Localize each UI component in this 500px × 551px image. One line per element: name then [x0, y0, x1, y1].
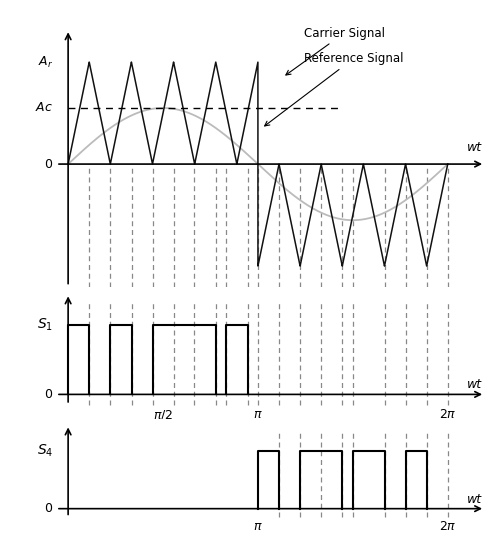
Text: wt: wt: [467, 493, 482, 506]
Text: $\pi$: $\pi$: [253, 520, 263, 533]
Text: wt: wt: [467, 141, 482, 154]
Text: $S_1$: $S_1$: [37, 317, 53, 333]
Text: $\pi$: $\pi$: [253, 408, 263, 422]
Text: $2\pi$: $2\pi$: [439, 520, 456, 533]
Text: Reference Signal: Reference Signal: [264, 52, 403, 126]
Text: $Ac$: $Ac$: [35, 101, 53, 115]
Text: $S_4$: $S_4$: [36, 442, 53, 459]
Text: $2\pi$: $2\pi$: [439, 408, 456, 422]
Text: wt: wt: [467, 378, 482, 391]
Text: Carrier Signal: Carrier Signal: [286, 26, 385, 75]
Text: $\pi/2$: $\pi/2$: [153, 408, 173, 422]
Text: $0$: $0$: [44, 388, 53, 401]
Text: $0$: $0$: [44, 502, 53, 515]
Text: $0$: $0$: [44, 158, 53, 171]
Text: $A_r$: $A_r$: [38, 55, 53, 69]
